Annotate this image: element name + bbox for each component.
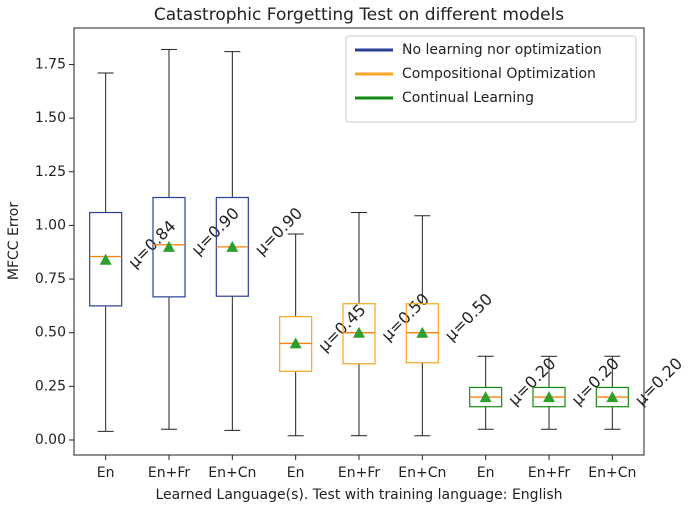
mean-marker (163, 240, 175, 252)
x-tick-label: En+Cn (208, 465, 256, 481)
x-tick-label: En (97, 465, 115, 481)
legend-label: No learning nor optimization (402, 42, 602, 58)
x-axis-label: Learned Language(s). Test with training … (155, 487, 562, 503)
chart-title: Catastrophic Forgetting Test on differen… (154, 5, 564, 25)
y-axis-label: MFCC Error (6, 202, 22, 281)
mean-marker (479, 391, 492, 403)
x-tick-label: En+Fr (148, 465, 190, 481)
box (152, 196, 186, 298)
mean-marker (606, 391, 619, 403)
mean-annotation: μ=0.90 (251, 204, 306, 259)
box (342, 303, 376, 365)
y-tick-label: 0.25 (35, 378, 66, 394)
mean-marker (226, 240, 239, 252)
y-tick-label: 1.75 (35, 56, 66, 72)
mean-annotation: μ=0.50 (441, 289, 496, 344)
x-tick-label: En+Cn (398, 465, 446, 481)
legend: No learning nor optimization Compositiona… (345, 35, 637, 123)
x-tick-label: En (287, 465, 305, 481)
y-tick-label: 1.25 (35, 164, 66, 180)
legend-label: Continual Learning (402, 90, 534, 106)
mean-annotation: μ=0.20 (631, 354, 686, 409)
y-tick-label: 1.50 (35, 110, 66, 126)
x-tick-label: En+Cn (588, 465, 636, 481)
legend-label: Compositional Optimization (402, 66, 596, 82)
mean-marker (543, 391, 555, 403)
mean-annotation: μ=0.45 (314, 300, 369, 355)
x-tick-label: En+Fr (528, 465, 570, 481)
y-tick-label: 1.00 (35, 217, 66, 233)
x-tick-label: En+Fr (338, 465, 380, 481)
mean-marker (416, 326, 429, 338)
legend-frame (345, 35, 637, 123)
mean-marker (99, 253, 112, 265)
box (89, 211, 123, 307)
y-tick-label: 0.75 (35, 271, 66, 287)
mean-marker (353, 326, 365, 338)
x-tick-label: En (477, 465, 495, 481)
y-tick-label: 0.50 (35, 325, 66, 341)
mean-marker (289, 337, 302, 349)
y-tick-label: 0.00 (35, 432, 66, 448)
